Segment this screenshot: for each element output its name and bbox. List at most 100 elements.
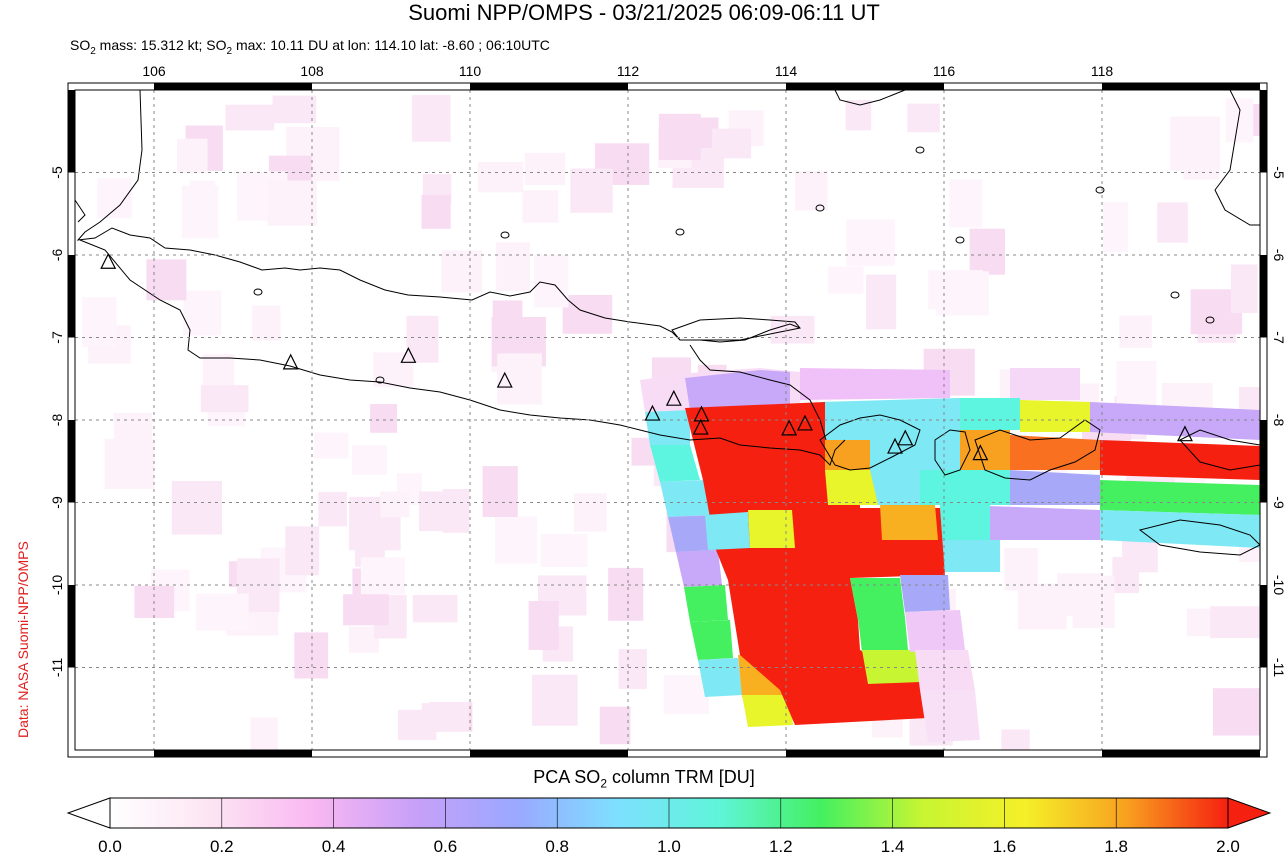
faint-so2-pixel	[318, 491, 347, 527]
faint-so2-pixel	[1210, 606, 1260, 639]
coastline	[819, 414, 921, 471]
frame-segment	[68, 585, 75, 668]
faint-so2-pixel	[267, 180, 317, 226]
so2-plume-pixel	[685, 402, 945, 725]
so2-plume-pixel	[1090, 402, 1260, 440]
faint-so2-pixel	[712, 128, 752, 159]
faint-so2-pixel	[497, 353, 542, 405]
so2-plume-pixel	[1010, 470, 1100, 505]
lat-tick-label: -9	[49, 496, 65, 509]
faint-so2-pixel	[907, 103, 940, 133]
faint-so2-pixel	[496, 242, 531, 292]
volcano-icon	[781, 419, 798, 436]
colorbar-tick-label: 1.6	[993, 837, 1017, 855]
faint-so2-pixel	[528, 601, 559, 650]
colorbar-tick-label: 1.2	[769, 837, 793, 855]
coastline	[834, 90, 906, 106]
coastline	[1179, 429, 1260, 471]
colorbar-tick-label: 2.0	[1216, 837, 1240, 855]
coastline	[974, 419, 1101, 481]
volcano-icon	[897, 429, 914, 446]
faint-so2-pixel	[658, 113, 701, 160]
volcano-icon	[282, 353, 299, 370]
frame-segment	[1260, 585, 1267, 668]
faint-so2-pixel	[343, 594, 389, 626]
lat-tick-label: -10	[49, 575, 65, 595]
frame-segment	[68, 420, 75, 503]
faint-so2-pixel	[794, 171, 828, 211]
colorbar-tick-label: 1.8	[1104, 837, 1128, 855]
faint-so2-pixel	[599, 706, 631, 745]
faint-so2-pixel	[189, 180, 216, 228]
lon-tick-label: 116	[933, 63, 956, 79]
frame-segment	[470, 83, 628, 90]
so2-plume-pixel	[660, 480, 710, 517]
lon-tick-label: 114	[775, 63, 798, 79]
faint-so2-pixel	[195, 593, 249, 631]
so2-plume-pixel	[1100, 480, 1260, 515]
faint-so2-pixel	[97, 178, 132, 219]
faint-so2-pixel	[1116, 361, 1157, 408]
faint-so2-pixel	[82, 297, 117, 347]
so2-plume-pixel	[960, 398, 1020, 430]
colorbar-title-subscript: 2	[600, 776, 607, 791]
island	[1205, 316, 1215, 324]
faint-so2-pixel	[1017, 583, 1067, 630]
so2-plume-pixel	[1010, 435, 1100, 470]
faint-so2-pixel	[570, 168, 613, 213]
faint-so2-pixel	[540, 533, 588, 567]
faint-so2-pixel	[360, 557, 405, 595]
map-title: Suomi NPP/OMPS - 03/21/2025 06:09-06:11 …	[408, 0, 880, 25]
map-frame	[67, 82, 1268, 758]
so2-max-text: max: 10.11 DU at lon: 114.10 lat: -8.60 …	[232, 37, 550, 53]
faint-so2-pixel	[225, 104, 275, 131]
so2-plume-pixel	[1100, 510, 1260, 548]
so2-plume-pixel	[870, 470, 920, 505]
faint-so2-pixel	[1225, 98, 1254, 143]
faint-so2-pixel	[380, 491, 410, 518]
graticule	[75, 90, 1260, 750]
faint-so2-pixel	[252, 305, 281, 341]
faint-so2-pixel	[200, 385, 249, 413]
faint-so2-pixel	[352, 445, 388, 475]
so2-plume-pixel	[905, 610, 965, 652]
so2-mass-text: mass: 15.312 kt; SO	[95, 37, 227, 53]
so2-plume-pixel	[820, 398, 960, 440]
faint-so2-pixel	[419, 491, 461, 532]
so2-plume-pixel	[862, 650, 920, 684]
faint-so2-pixel	[482, 466, 518, 517]
faint-so2-pixel	[1001, 729, 1030, 750]
lon-tick-label: 110	[459, 63, 482, 79]
so2-plume-pixel	[1020, 400, 1090, 432]
so2-plume-pixel	[920, 690, 980, 742]
volcano-icon	[644, 404, 661, 421]
faint-so2-pixel	[928, 270, 984, 310]
colorbar-tick-label: 0.6	[434, 837, 458, 855]
lat-tick-label: -5	[49, 166, 65, 179]
faint-so2-pixel	[421, 194, 451, 229]
colorbar-tick-label: 1.0	[657, 837, 681, 855]
lat-tick-label: -8	[1271, 414, 1287, 427]
faint-so2-pixel	[171, 480, 222, 535]
faint-so2-pixel	[1170, 116, 1221, 171]
lat-tick-label: -5	[1271, 166, 1287, 179]
island	[815, 204, 825, 212]
lat-tick-label: -8	[49, 414, 65, 427]
lat-tick-label: -9	[1271, 496, 1287, 509]
so2-plume-pixel	[698, 658, 742, 697]
so2-plume-pixel	[742, 695, 793, 727]
colorbar-tick-label: 0.4	[322, 837, 346, 855]
faint-so2-pixel	[663, 675, 709, 714]
faint-so2-pixel	[969, 228, 1005, 275]
island	[500, 231, 510, 239]
colorbar-title: PCA SO2 column TRM [DU]	[0, 767, 1288, 791]
faint-so2-pixel	[949, 179, 983, 228]
volcano-icon	[796, 414, 813, 431]
faint-so2-pixel	[272, 95, 317, 124]
coastline	[1138, 519, 1260, 556]
faint-so2-pixel	[618, 649, 647, 689]
faint-so2-pixel	[250, 717, 278, 750]
faint-so2-pixel	[1230, 264, 1258, 313]
faint-so2-pixel	[412, 595, 458, 623]
so2-plume-pixel	[825, 470, 878, 505]
